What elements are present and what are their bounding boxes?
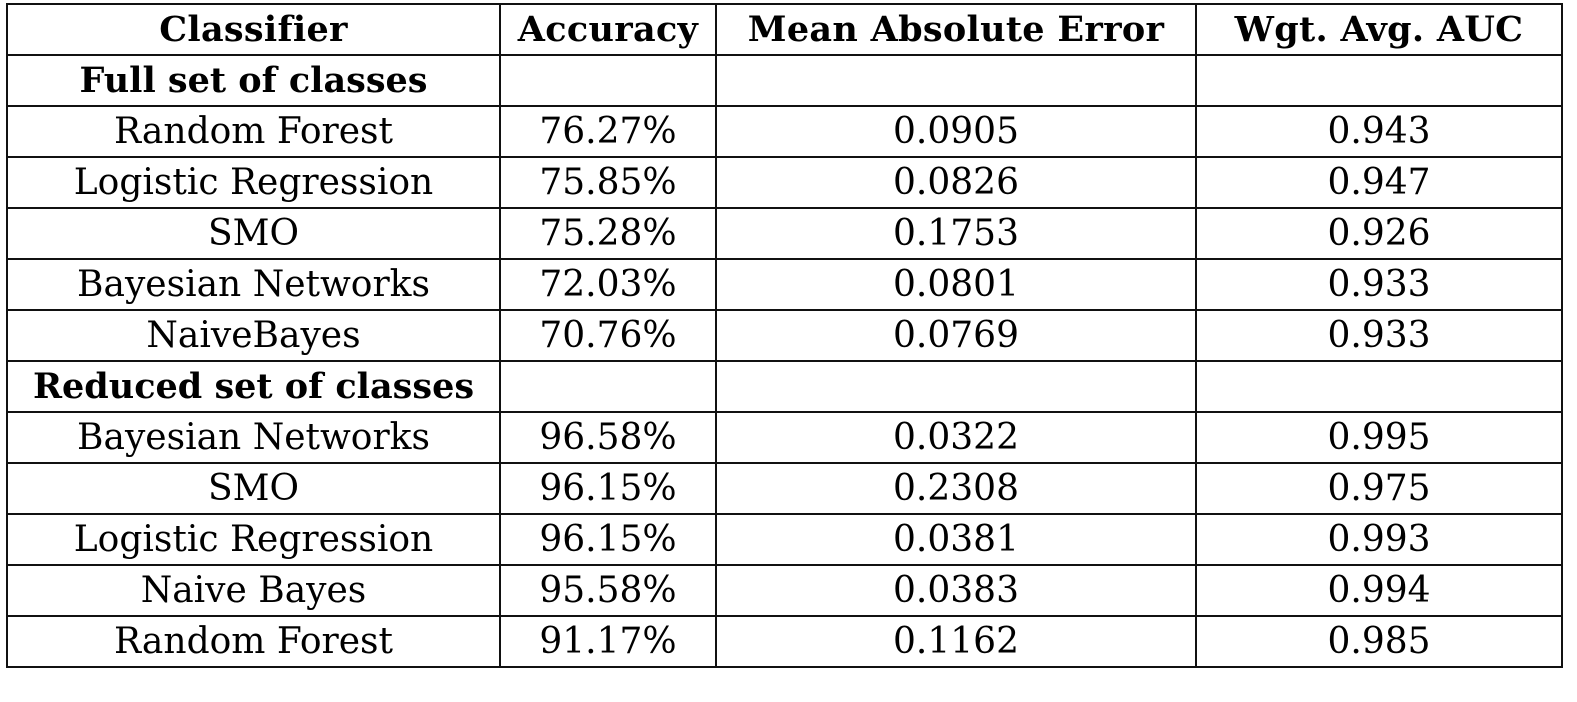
cell-auc: 0.975 (1195, 462, 1563, 515)
header-mae: Mean Absolute Error (715, 3, 1197, 56)
table-row: Random Forest 76.27% 0.0905 0.943 (6, 105, 1563, 158)
cell-accuracy: 95.58% (499, 564, 717, 617)
table-row: Random Forest 91.17% 0.1162 0.985 (6, 615, 1563, 668)
cell-accuracy: 75.28% (499, 207, 717, 260)
cell-classifier: Bayesian Networks (6, 258, 501, 311)
cell-auc: 0.994 (1195, 564, 1563, 617)
header-auc: Wgt. Avg. AUC (1195, 3, 1563, 56)
cell-mae: 0.0383 (715, 564, 1197, 617)
cell-auc: 0.926 (1195, 207, 1563, 260)
table-row: SMO 96.15% 0.2308 0.975 (6, 462, 1563, 515)
cell-classifier: SMO (6, 207, 501, 260)
table-body: Full set of classes Random Forest 76.27% 0.… (6, 54, 1563, 668)
cell-accuracy: 96.15% (499, 462, 717, 515)
cell-classifier: Logistic Regression (6, 156, 501, 209)
cell-classifier: Logistic Regression (6, 513, 501, 566)
empty-cell (499, 360, 717, 413)
cell-mae: 0.1753 (715, 207, 1197, 260)
cell-accuracy: 96.15% (499, 513, 717, 566)
cell-accuracy: 96.58% (499, 411, 717, 464)
empty-cell (499, 54, 717, 107)
cell-accuracy: 91.17% (499, 615, 717, 668)
cell-classifier: Random Forest (6, 105, 501, 158)
header-row: Classifier Accuracy Mean Absolute Error … (6, 3, 1563, 56)
table-row: Logistic Regression 75.85% 0.0826 0.947 (6, 156, 1563, 209)
cell-classifier: Naive Bayes (6, 564, 501, 617)
cell-accuracy: 76.27% (499, 105, 717, 158)
header-classifier: Classifier (6, 3, 501, 56)
cell-classifier: NaiveBayes (6, 309, 501, 362)
table-row: NaiveBayes 70.76% 0.0769 0.933 (6, 309, 1563, 362)
cell-auc: 0.985 (1195, 615, 1563, 668)
empty-cell (1195, 54, 1563, 107)
section-title: Full set of classes (6, 54, 501, 107)
cell-mae: 0.0801 (715, 258, 1197, 311)
table-row: Bayesian Networks 96.58% 0.0322 0.995 (6, 411, 1563, 464)
section-row: Reduced set of classes (6, 360, 1563, 413)
empty-cell (715, 54, 1197, 107)
cell-mae: 0.2308 (715, 462, 1197, 515)
table-row: Naive Bayes 95.58% 0.0383 0.994 (6, 564, 1563, 617)
empty-cell (715, 360, 1197, 413)
cell-mae: 0.0905 (715, 105, 1197, 158)
table-row: Logistic Regression 96.15% 0.0381 0.993 (6, 513, 1563, 566)
cell-mae: 0.0826 (715, 156, 1197, 209)
section-title: Reduced set of classes (6, 360, 501, 413)
cell-accuracy: 70.76% (499, 309, 717, 362)
empty-cell (1195, 360, 1563, 413)
cell-auc: 0.943 (1195, 105, 1563, 158)
cell-auc: 0.933 (1195, 309, 1563, 362)
results-table: Classifier Accuracy Mean Absolute Error … (6, 3, 1563, 668)
section-row: Full set of classes (6, 54, 1563, 107)
cell-auc: 0.947 (1195, 156, 1563, 209)
cell-auc: 0.933 (1195, 258, 1563, 311)
cell-accuracy: 72.03% (499, 258, 717, 311)
cell-mae: 0.0322 (715, 411, 1197, 464)
cell-mae: 0.1162 (715, 615, 1197, 668)
table-row: SMO 75.28% 0.1753 0.926 (6, 207, 1563, 260)
cell-mae: 0.0769 (715, 309, 1197, 362)
cell-classifier: Bayesian Networks (6, 411, 501, 464)
cell-auc: 0.993 (1195, 513, 1563, 566)
table-header: Classifier Accuracy Mean Absolute Error … (6, 3, 1563, 56)
table-row: Bayesian Networks 72.03% 0.0801 0.933 (6, 258, 1563, 311)
cell-accuracy: 75.85% (499, 156, 717, 209)
cell-auc: 0.995 (1195, 411, 1563, 464)
cell-classifier: SMO (6, 462, 501, 515)
cell-mae: 0.0381 (715, 513, 1197, 566)
cell-classifier: Random Forest (6, 615, 501, 668)
header-accuracy: Accuracy (499, 3, 717, 56)
